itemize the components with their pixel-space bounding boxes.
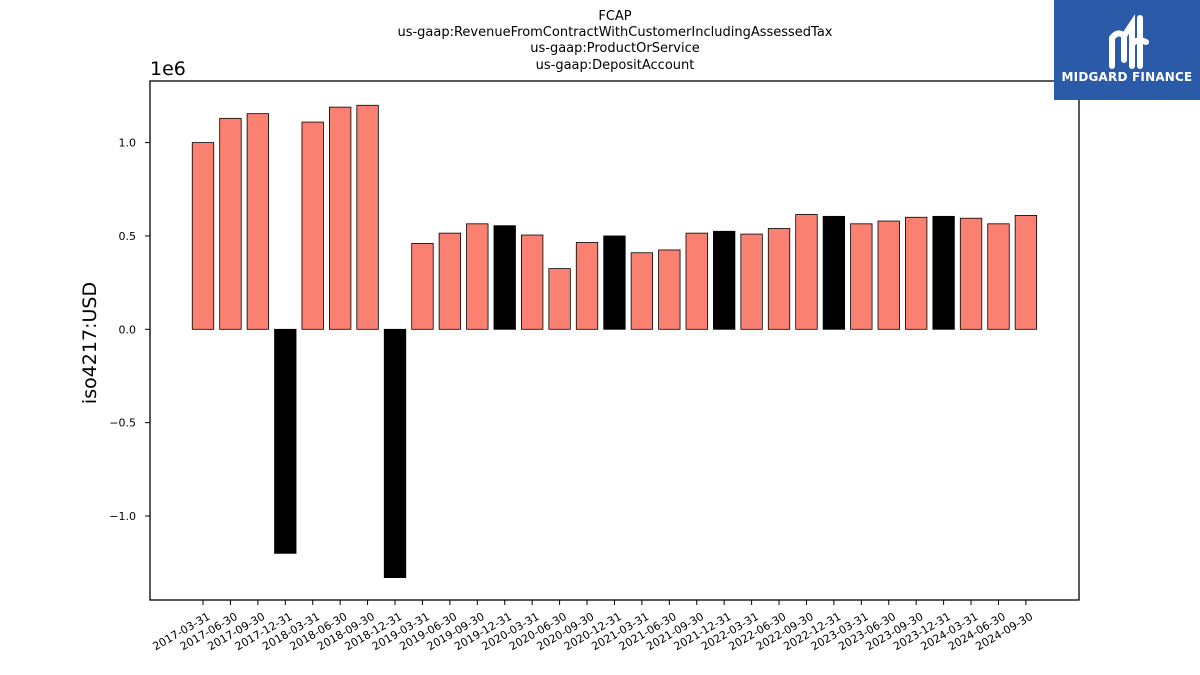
bar-2023-06-30: [877, 220, 900, 330]
logo-mark-icon: [1109, 14, 1149, 69]
plot-frame: [149, 80, 1080, 601]
bar-2019-12-31: [493, 225, 516, 330]
y-axis-label: iso4217:USD: [79, 282, 101, 404]
bar-2021-06-30: [658, 249, 681, 330]
bar-2017-12-31: [274, 328, 297, 554]
chart-title-line-2: us-gaap:RevenueFromContractWithCustomerI…: [397, 25, 832, 40]
y-tick-label: 1.0: [119, 137, 137, 150]
bar-2018-12-31: [383, 328, 407, 578]
bar-2021-12-31: [713, 230, 736, 330]
bar-2023-12-31: [932, 215, 955, 330]
y-tick-label: −1.0: [109, 510, 136, 523]
bar-2019-03-31: [411, 243, 434, 330]
logo-text: MIDGARD FINANCE: [1062, 70, 1193, 84]
chart-title-line-4: us-gaap:DepositAccount: [536, 58, 695, 73]
bar-2020-12-31: [603, 235, 626, 330]
bar-2024-09-30: [1014, 215, 1038, 330]
bar-2023-03-31: [850, 223, 873, 330]
bar-2018-09-30: [356, 104, 379, 330]
bar-2020-09-30: [575, 242, 599, 330]
chart-title: FCAP us-gaap:RevenueFromContractWithCust…: [397, 9, 832, 73]
chart-title-line-3: us-gaap:ProductOrService: [530, 41, 700, 56]
chart-title-line-1: FCAP: [598, 9, 631, 24]
bar-2018-03-31: [301, 121, 324, 330]
y-axis-ticks: 1.0 0.5 0.0 −0.5 −1.0: [109, 137, 150, 523]
bar-2020-03-31: [521, 234, 544, 330]
bar-2019-09-30: [466, 223, 489, 330]
bar-2024-03-31: [959, 217, 983, 330]
y-tick-label: 0.0: [119, 323, 137, 336]
bar-2020-06-30: [548, 268, 571, 330]
bar-2021-03-31: [630, 252, 654, 330]
bar-2017-09-30: [246, 113, 270, 330]
bar-2021-09-30: [685, 232, 708, 330]
y-tick-label: −0.5: [109, 417, 136, 430]
bar-2022-12-31: [822, 215, 846, 330]
bar-2019-06-30: [438, 232, 462, 330]
bar-2018-06-30: [328, 106, 352, 330]
bar-2017-06-30: [219, 117, 242, 330]
bar-2022-09-30: [795, 214, 818, 330]
bar-2017-03-31: [191, 142, 215, 330]
x-axis-ticks: 2017-03-312017-06-302017-09-302017-12-31…: [150, 600, 1035, 653]
midgard-finance-logo: MIDGARD FINANCE: [1054, 0, 1200, 100]
bar-2024-06-30: [987, 223, 1010, 330]
bar-series: [191, 104, 1038, 578]
bar-2022-06-30: [767, 228, 791, 330]
y-tick-label: 0.5: [119, 230, 137, 243]
bar-2022-03-31: [740, 233, 763, 330]
bar-2023-09-30: [905, 216, 928, 330]
y-axis-offset-label: 1e6: [150, 58, 186, 80]
